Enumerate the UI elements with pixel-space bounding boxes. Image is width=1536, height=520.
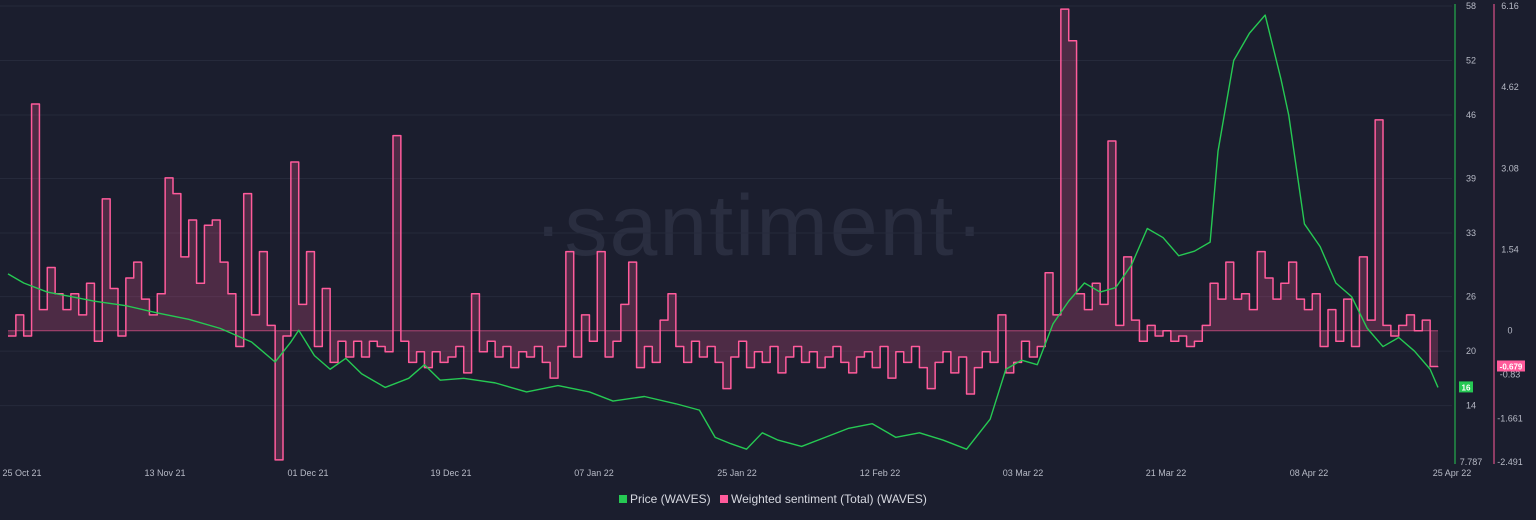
x-axis-tick: 12 Feb 22 [860,468,901,478]
x-axis-tick: 25 Oct 21 [2,468,41,478]
price-axis-tick: 52 [1466,55,1476,65]
sentiment-axis-tick: -1.661 [1497,413,1523,423]
legend-swatch-price[interactable] [619,495,627,503]
x-axis-tick: 08 Apr 22 [1290,468,1329,478]
x-axis-tick: 25 Jan 22 [717,468,757,478]
sentiment-area [8,9,1438,460]
sentiment-axis-tick: 1.54 [1501,245,1519,255]
sentiment-axis-tick: -0.83 [1500,369,1521,379]
price-axis-tick: 14 [1466,401,1476,411]
sentiment-last-badge-label: -0.679 [1500,362,1523,371]
x-axis-tick: 01 Dec 21 [287,468,328,478]
price-axis-tick: 26 [1466,292,1476,302]
sentiment-axis-tick: -2.491 [1497,457,1523,467]
legend-label-price[interactable]: Price (WAVES) [630,492,711,506]
legend-label-sentiment[interactable]: Weighted sentiment (Total) (WAVES) [731,492,927,506]
sentiment-last-badge [1497,360,1525,372]
price-axis-tick: 46 [1466,110,1476,120]
sentiment-line [8,8,1439,461]
price-axis-tick: 39 [1466,174,1476,184]
price-axis-tick: 20 [1466,346,1476,356]
x-axis-tick: 21 Mar 22 [1146,468,1187,478]
sentiment-axis-tick: 4.62 [1501,82,1519,92]
x-axis-tick: 03 Mar 22 [1003,468,1044,478]
legend-swatch-sentiment[interactable] [720,495,728,503]
sentiment-axis-tick: 6.16 [1501,1,1519,11]
price-series [7,14,1439,450]
legend: Price (WAVES) Weighted sentiment (Total)… [619,492,927,506]
x-axis-tick: 19 Dec 21 [430,468,471,478]
price-axis-tick: 58 [1466,1,1476,11]
sentiment-series [8,8,1439,461]
sentiment-axis-tick: 0 [1507,326,1512,336]
price-line [7,14,1439,450]
x-axis-tick: 07 Jan 22 [574,468,614,478]
price-axis-tick: 33 [1466,228,1476,238]
watermark-text: ·santiment· [534,178,986,274]
x-axis-tick: 13 Nov 21 [144,468,185,478]
axes-layer: 58 52 46 39 33 26 20 14 7.787 6.16 4.62 3.08 1.54 0 -0… [2,1,1522,478]
price-axis-tick: 7.787 [1460,457,1483,467]
value-badges: 16 -0.679 [1459,360,1525,393]
grid-layer [0,5,1452,407]
price-last-badge-label: 16 [1462,383,1471,392]
price-last-badge [1459,381,1473,393]
x-axis-tick: 25 Apr 22 [1433,468,1472,478]
sentiment-axis-tick: 3.08 [1501,163,1519,173]
